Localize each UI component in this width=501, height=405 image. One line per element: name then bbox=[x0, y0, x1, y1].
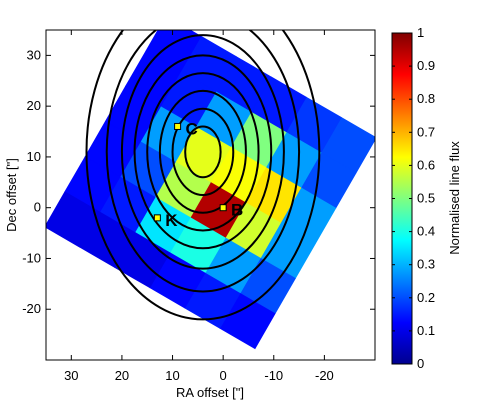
y-tick-label: -10 bbox=[22, 250, 41, 265]
colorbar-tick-label: 0.7 bbox=[417, 124, 435, 139]
marker-label-B: B bbox=[231, 201, 243, 220]
marker-label-C: C bbox=[185, 119, 197, 138]
y-axis-label: Dec offset ["] bbox=[4, 158, 19, 232]
heatmap-pixel bbox=[46, 191, 101, 248]
heatmap-pixels bbox=[46, 30, 375, 350]
contour-line bbox=[85, 30, 321, 321]
axes: 30 20 10 0 -10 -20 30 20 10 0 -10 -20 bbox=[22, 30, 375, 383]
contour-line bbox=[105, 30, 301, 293]
marker-label-K: K bbox=[165, 211, 178, 230]
y-tick-label: 30 bbox=[27, 47, 41, 62]
y-tick-label: 10 bbox=[27, 149, 41, 164]
colorbar-tick-label: 0.9 bbox=[417, 58, 435, 73]
colorbar-label: Normalised line flux bbox=[447, 141, 462, 255]
colorbar-tick-label: 0.1 bbox=[417, 323, 435, 338]
x-tick-label: 10 bbox=[165, 368, 179, 383]
marker-B bbox=[219, 204, 227, 212]
contour-line bbox=[146, 72, 260, 232]
flux-contours bbox=[85, 30, 321, 321]
colorbar-tick-label: 0.5 bbox=[417, 191, 435, 206]
colorbar-tick-label: 0 bbox=[417, 356, 424, 371]
colorbar-tick-label: 0.3 bbox=[417, 257, 435, 272]
x-tick-label: 20 bbox=[115, 368, 129, 383]
x-tick-label: 30 bbox=[64, 368, 78, 383]
contour-line bbox=[133, 54, 273, 250]
colorbar-tick-label: 0.2 bbox=[417, 290, 435, 305]
position-markers: C B K bbox=[153, 119, 243, 230]
colorbar-ticks: 0 0.1 0.2 0.3 0.4 0.5 0.6 0.7 0.8 0.9 1 bbox=[392, 25, 435, 371]
y-tick-label: -20 bbox=[22, 301, 41, 316]
colorbar-tick-label: 0.4 bbox=[417, 224, 435, 239]
contour-line bbox=[120, 34, 285, 270]
colorbar-tick-label: 1 bbox=[417, 25, 424, 40]
y-tick-label: 0 bbox=[34, 200, 41, 215]
x-tick-label: -20 bbox=[315, 368, 334, 383]
x-tick-label: -10 bbox=[264, 368, 283, 383]
plot-frame bbox=[45, 29, 376, 361]
contour-line bbox=[184, 125, 222, 179]
x-tick-label: 0 bbox=[220, 368, 227, 383]
colorbar-tick-label: 0.6 bbox=[417, 157, 435, 172]
x-axis-label: RA offset ["] bbox=[176, 385, 244, 400]
y-tick-label: 20 bbox=[27, 98, 41, 113]
plot-area: C B K bbox=[46, 30, 375, 350]
marker-C bbox=[174, 122, 182, 130]
contour-line bbox=[171, 107, 235, 197]
marker-K bbox=[153, 214, 161, 222]
colorbar-tick-label: 0.8 bbox=[417, 91, 435, 106]
contour-line bbox=[158, 89, 247, 214]
